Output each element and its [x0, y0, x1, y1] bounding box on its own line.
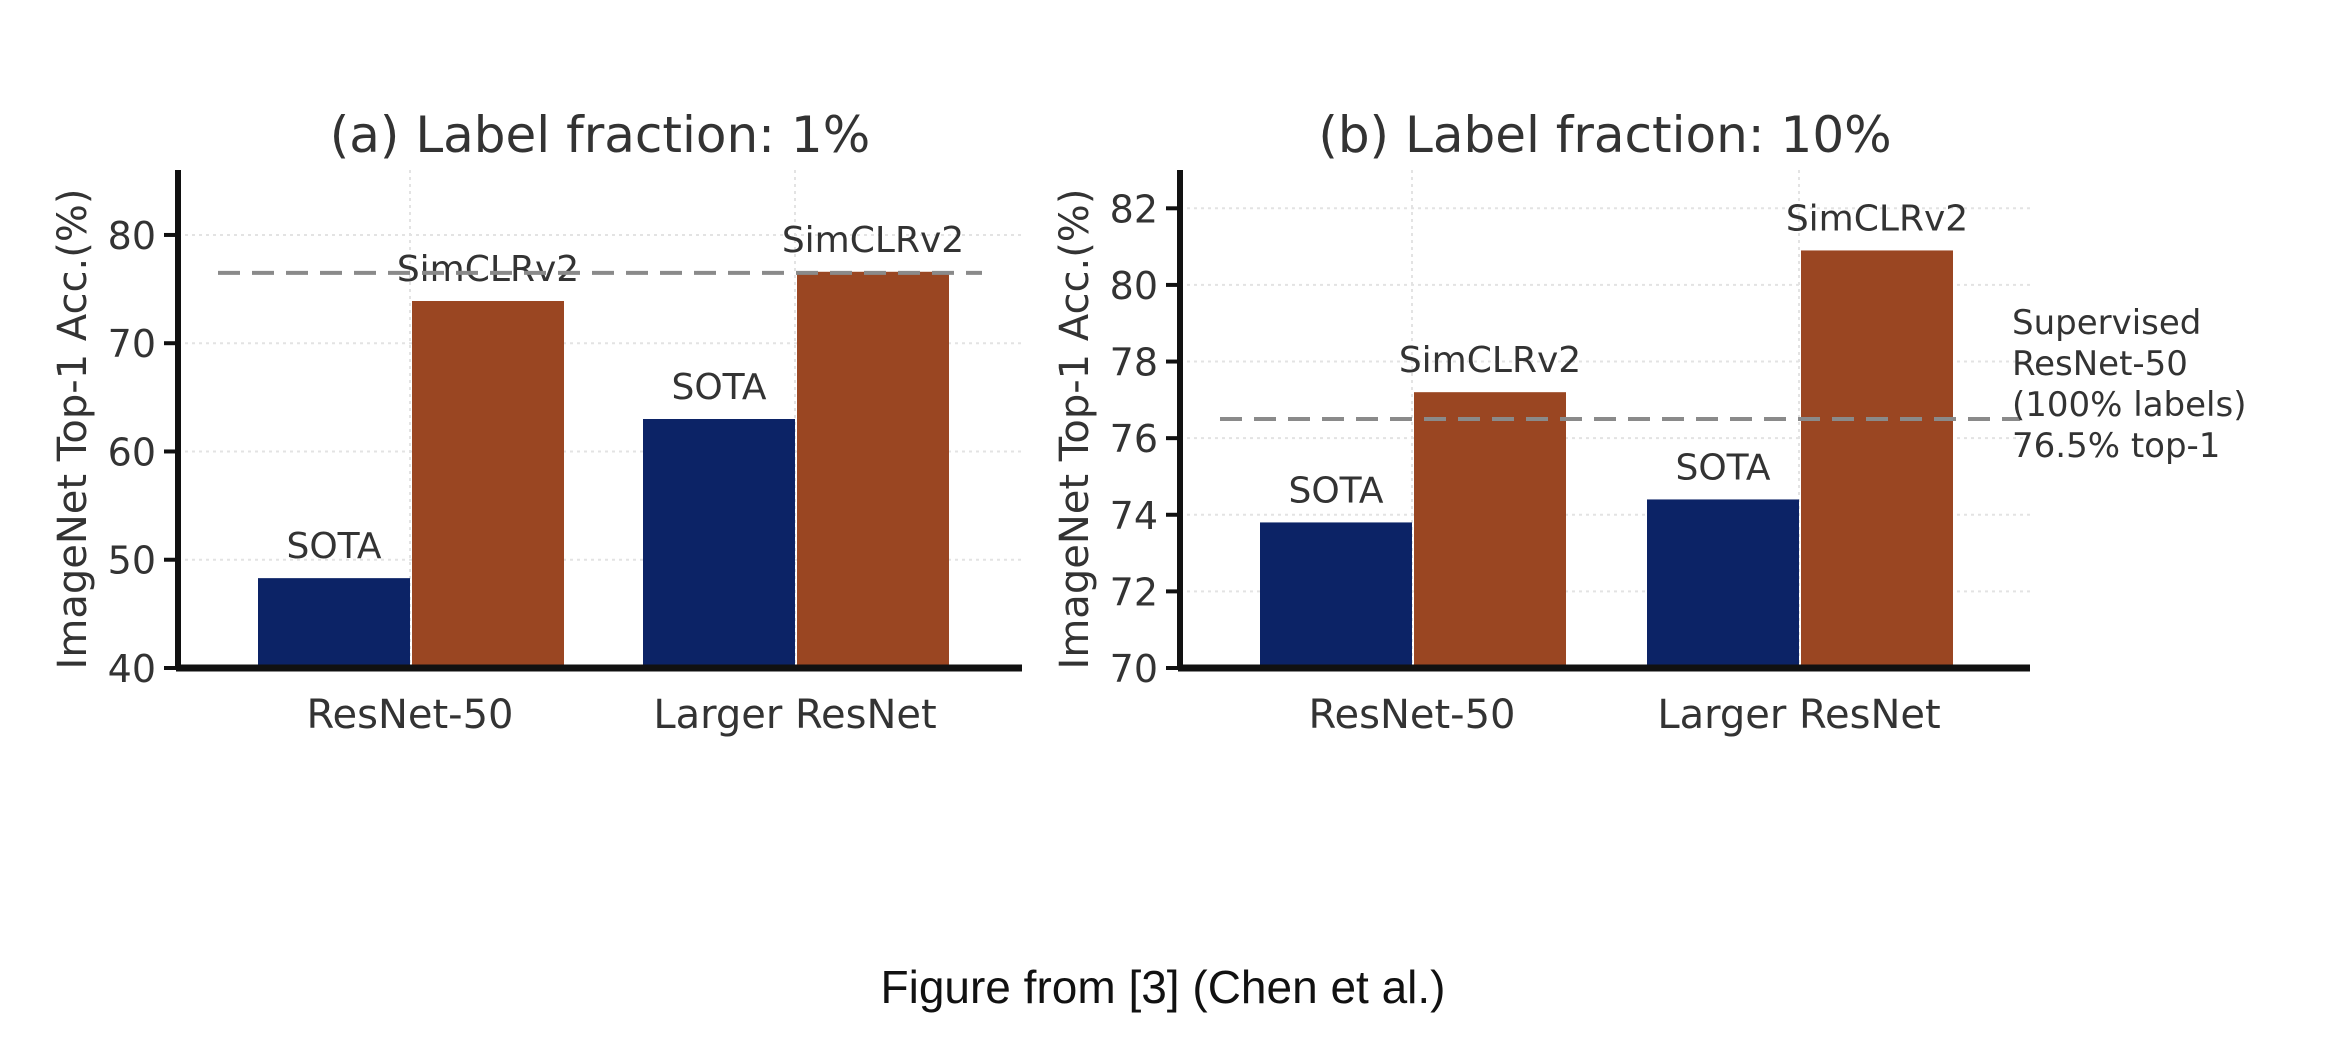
- chart-2-bar-label: SimCLRv2: [1786, 198, 1968, 239]
- chart-1-bar-label: SOTA: [671, 367, 766, 408]
- chart-1-bar-label: SimCLRv2: [782, 220, 964, 261]
- chart-2-y-tick-label: 72: [1110, 570, 1158, 614]
- chart-2-y-tick-label: 76: [1110, 417, 1158, 461]
- chart-1-title: (a) Label fraction: 1%: [330, 106, 870, 164]
- chart-2-title: (b) Label fraction: 10%: [1318, 106, 1891, 164]
- chart-1-simclrv2-bar: [412, 300, 564, 668]
- chart-2-annotation-line: Supervised: [2012, 303, 2201, 343]
- chart-1-y-tick-label: 60: [108, 430, 156, 474]
- chart-2-y-tick-label: 80: [1110, 264, 1158, 308]
- chart-2-y-tick-label: 78: [1110, 341, 1158, 385]
- chart-2-annotation-line: 76.5% top-1: [2012, 426, 2220, 466]
- chart-2-y-tick-label: 70: [1110, 647, 1158, 691]
- chart-2-annotation-line: ResNet-50: [2012, 344, 2188, 384]
- chart-2-y-tick-label: 74: [1110, 494, 1158, 538]
- chart-1-bar-label: SOTA: [286, 526, 381, 567]
- chart-2-bar-label: SOTA: [1675, 447, 1770, 488]
- chart-2-bar-label: SimCLRv2: [1399, 340, 1581, 381]
- chart-2-simclrv2-bar: [1801, 250, 1953, 668]
- chart-1-y-tick-label: 70: [108, 322, 156, 366]
- chart-1-bar-label: SimCLRv2: [397, 249, 579, 290]
- chart-2-bar-label: SOTA: [1288, 470, 1383, 511]
- chart-2-sota-bar: [1260, 522, 1412, 668]
- chart-2-y-tick-label: 82: [1110, 187, 1158, 231]
- chart-1-y-tick-label: 50: [108, 539, 156, 583]
- chart-1-y-axis-label: ImageNet Top-1 Acc.(%): [50, 189, 96, 670]
- chart-1-x-tick-label: Larger ResNet: [653, 692, 936, 738]
- chart-1-x-tick-label: ResNet-50: [307, 692, 514, 738]
- chart-2-y-axis-label: ImageNet Top-1 Acc.(%): [1052, 189, 1098, 670]
- chart-2-simclrv2-bar: [1414, 392, 1566, 668]
- figure-caption: Figure from [3] (Chen et al.): [880, 961, 1446, 1013]
- chart-1-sota-bar: [258, 578, 410, 668]
- chart-2-x-tick-label: Larger ResNet: [1657, 692, 1940, 738]
- chart-1-y-tick-label: 40: [108, 647, 156, 691]
- chart-2-x-tick-label: ResNet-50: [1309, 692, 1516, 738]
- chart-1-sota-bar: [643, 419, 795, 668]
- chart-2-annotation-line: (100% labels): [2012, 385, 2246, 425]
- chart-1-y-tick-label: 80: [108, 214, 156, 258]
- chart-2-sota-bar: [1647, 499, 1799, 668]
- chart-1-simclrv2-bar: [797, 271, 949, 668]
